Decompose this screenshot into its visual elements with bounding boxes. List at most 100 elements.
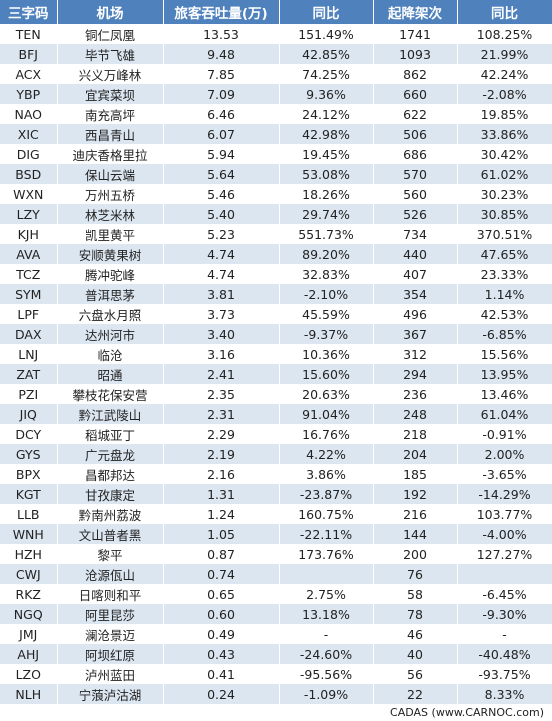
table-row: PZI 攀枝花保安营 2.35 20.63% 236 13.46% — [0, 384, 552, 404]
table-cell: 622 — [373, 104, 458, 124]
table-cell: 日喀则和平 — [57, 584, 164, 604]
table-cell: 218 — [373, 424, 458, 444]
table-cell: 15.60% — [279, 364, 374, 384]
table-cell: 3.40 — [163, 324, 280, 344]
table-cell: 0.41 — [163, 664, 280, 684]
table-cell: GYS — [0, 444, 58, 464]
table-cell: -22.11% — [279, 524, 374, 544]
table-cell: 42.24% — [457, 64, 552, 84]
table-cell: NGQ — [0, 604, 58, 624]
table-cell: -14.29% — [457, 484, 552, 504]
table-row: BPX 昌都邦达 2.16 3.86% 185 -3.65% — [0, 464, 552, 484]
table-row: NGQ 阿里昆莎 0.60 13.18% 78 -9.30% — [0, 604, 552, 624]
table-cell: 312 — [373, 344, 458, 364]
table-cell: 108.25% — [457, 24, 552, 44]
table-row: XIC 西昌青山 6.07 42.98% 506 33.86% — [0, 124, 552, 144]
table-cell: 临沧 — [57, 344, 164, 364]
table-row: GYS 广元盘龙 2.19 4.22% 204 2.00% — [0, 444, 552, 464]
table-cell — [279, 564, 374, 584]
table-cell: 黔江武陵山 — [57, 404, 164, 424]
table-cell: 1.05 — [163, 524, 280, 544]
table-row: ZAT 昭通 2.41 15.60% 294 13.95% — [0, 364, 552, 384]
table-cell: LZO — [0, 664, 58, 684]
table-cell: -93.75% — [457, 664, 552, 684]
table-cell: 30.85% — [457, 204, 552, 224]
table-cell: 9.36% — [279, 84, 374, 104]
table-row: BFJ 毕节飞雄 9.48 42.85% 1093 21.99% — [0, 44, 552, 64]
table-cell: 91.04% — [279, 404, 374, 424]
table-cell: CWJ — [0, 564, 58, 584]
table-cell: 127.27% — [457, 544, 552, 564]
table-cell: PZI — [0, 384, 58, 404]
table-cell: 0.60 — [163, 604, 280, 624]
table-cell: 昭通 — [57, 364, 164, 384]
table-cell — [457, 564, 552, 584]
table-cell: 5.64 — [163, 164, 280, 184]
table-cell: 六盘水月照 — [57, 304, 164, 324]
table-cell: 0.74 — [163, 564, 280, 584]
table-cell: 阿里昆莎 — [57, 604, 164, 624]
table-cell: AHJ — [0, 644, 58, 664]
table-cell: 9.48 — [163, 44, 280, 64]
table-cell: BPX — [0, 464, 58, 484]
table-row: KGT 甘孜康定 1.31 -23.87% 192 -14.29% — [0, 484, 552, 504]
table-row: LLB 黔南州荔波 1.24 160.75% 216 103.77% — [0, 504, 552, 524]
table-row: DCY 稻城亚丁 2.29 16.76% 218 -0.91% — [0, 424, 552, 444]
table-cell: 2.00% — [457, 444, 552, 464]
table-cell: 47.65% — [457, 244, 552, 264]
table-row: SYM 普洱思茅 3.81 -2.10% 354 1.14% — [0, 284, 552, 304]
table-cell: -3.65% — [457, 464, 552, 484]
table-cell: 74.25% — [279, 64, 374, 84]
table-cell: 0.43 — [163, 644, 280, 664]
table-row: JMJ 澜沧景迈 0.49-46- — [0, 624, 552, 644]
table-cell: 5.46 — [163, 184, 280, 204]
table-cell: 1741 — [373, 24, 458, 44]
table-cell: 19.85% — [457, 104, 552, 124]
table-cell: 2.75% — [279, 584, 374, 604]
table-cell: BSD — [0, 164, 58, 184]
table-cell: 200 — [373, 544, 458, 564]
table-cell: 2.31 — [163, 404, 280, 424]
table-cell: 迪庆香格里拉 — [57, 144, 164, 164]
table-cell: 78 — [373, 604, 458, 624]
table-cell: RKZ — [0, 584, 58, 604]
table-cell: 普洱思茅 — [57, 284, 164, 304]
table-cell: 7.85 — [163, 64, 280, 84]
table-cell: DIG — [0, 144, 58, 164]
table-cell: 734 — [373, 224, 458, 244]
table-cell: -23.87% — [279, 484, 374, 504]
table-cell: 安顺黄果树 — [57, 244, 164, 264]
table-cell: -95.56% — [279, 664, 374, 684]
header-row: 三字码 机场 旅客吞吐量(万) 同比 起降架次 同比 — [0, 0, 552, 24]
table-cell: 13.46% — [457, 384, 552, 404]
table-cell: 660 — [373, 84, 458, 104]
table-cell: -2.10% — [279, 284, 374, 304]
table-cell: 33.86% — [457, 124, 552, 144]
table-cell: JMJ — [0, 624, 58, 644]
table-cell: 29.74% — [279, 204, 374, 224]
table-cell: 506 — [373, 124, 458, 144]
table-row: ACX 兴义万峰林 7.85 74.25% 862 42.24% — [0, 64, 552, 84]
table-cell: 2.35 — [163, 384, 280, 404]
table-cell: 20.63% — [279, 384, 374, 404]
table-cell: 61.04% — [457, 404, 552, 424]
table-cell: 宜宾菜坝 — [57, 84, 164, 104]
table-cell: 6.07 — [163, 124, 280, 144]
table-cell: 2.41 — [163, 364, 280, 384]
table-cell: -6.85% — [457, 324, 552, 344]
table-cell: 407 — [373, 264, 458, 284]
table-cell: 2.29 — [163, 424, 280, 444]
table-cell: 24.12% — [279, 104, 374, 124]
table-cell: 294 — [373, 364, 458, 384]
table-cell: 160.75% — [279, 504, 374, 524]
table-row: DAX 达州河市 3.40 -9.37% 367 -6.85% — [0, 324, 552, 344]
table-row: WXN 万州五桥 5.46 18.26% 560 30.23% — [0, 184, 552, 204]
table-cell: DCY — [0, 424, 58, 444]
table-cell: 370.51% — [457, 224, 552, 244]
table-row: LZY 林芝米林 5.40 29.74% 526 30.85% — [0, 204, 552, 224]
table-cell: 达州河市 — [57, 324, 164, 344]
table-cell: 3.81 — [163, 284, 280, 304]
table-cell: 13.18% — [279, 604, 374, 624]
table-cell: -6.45% — [457, 584, 552, 604]
